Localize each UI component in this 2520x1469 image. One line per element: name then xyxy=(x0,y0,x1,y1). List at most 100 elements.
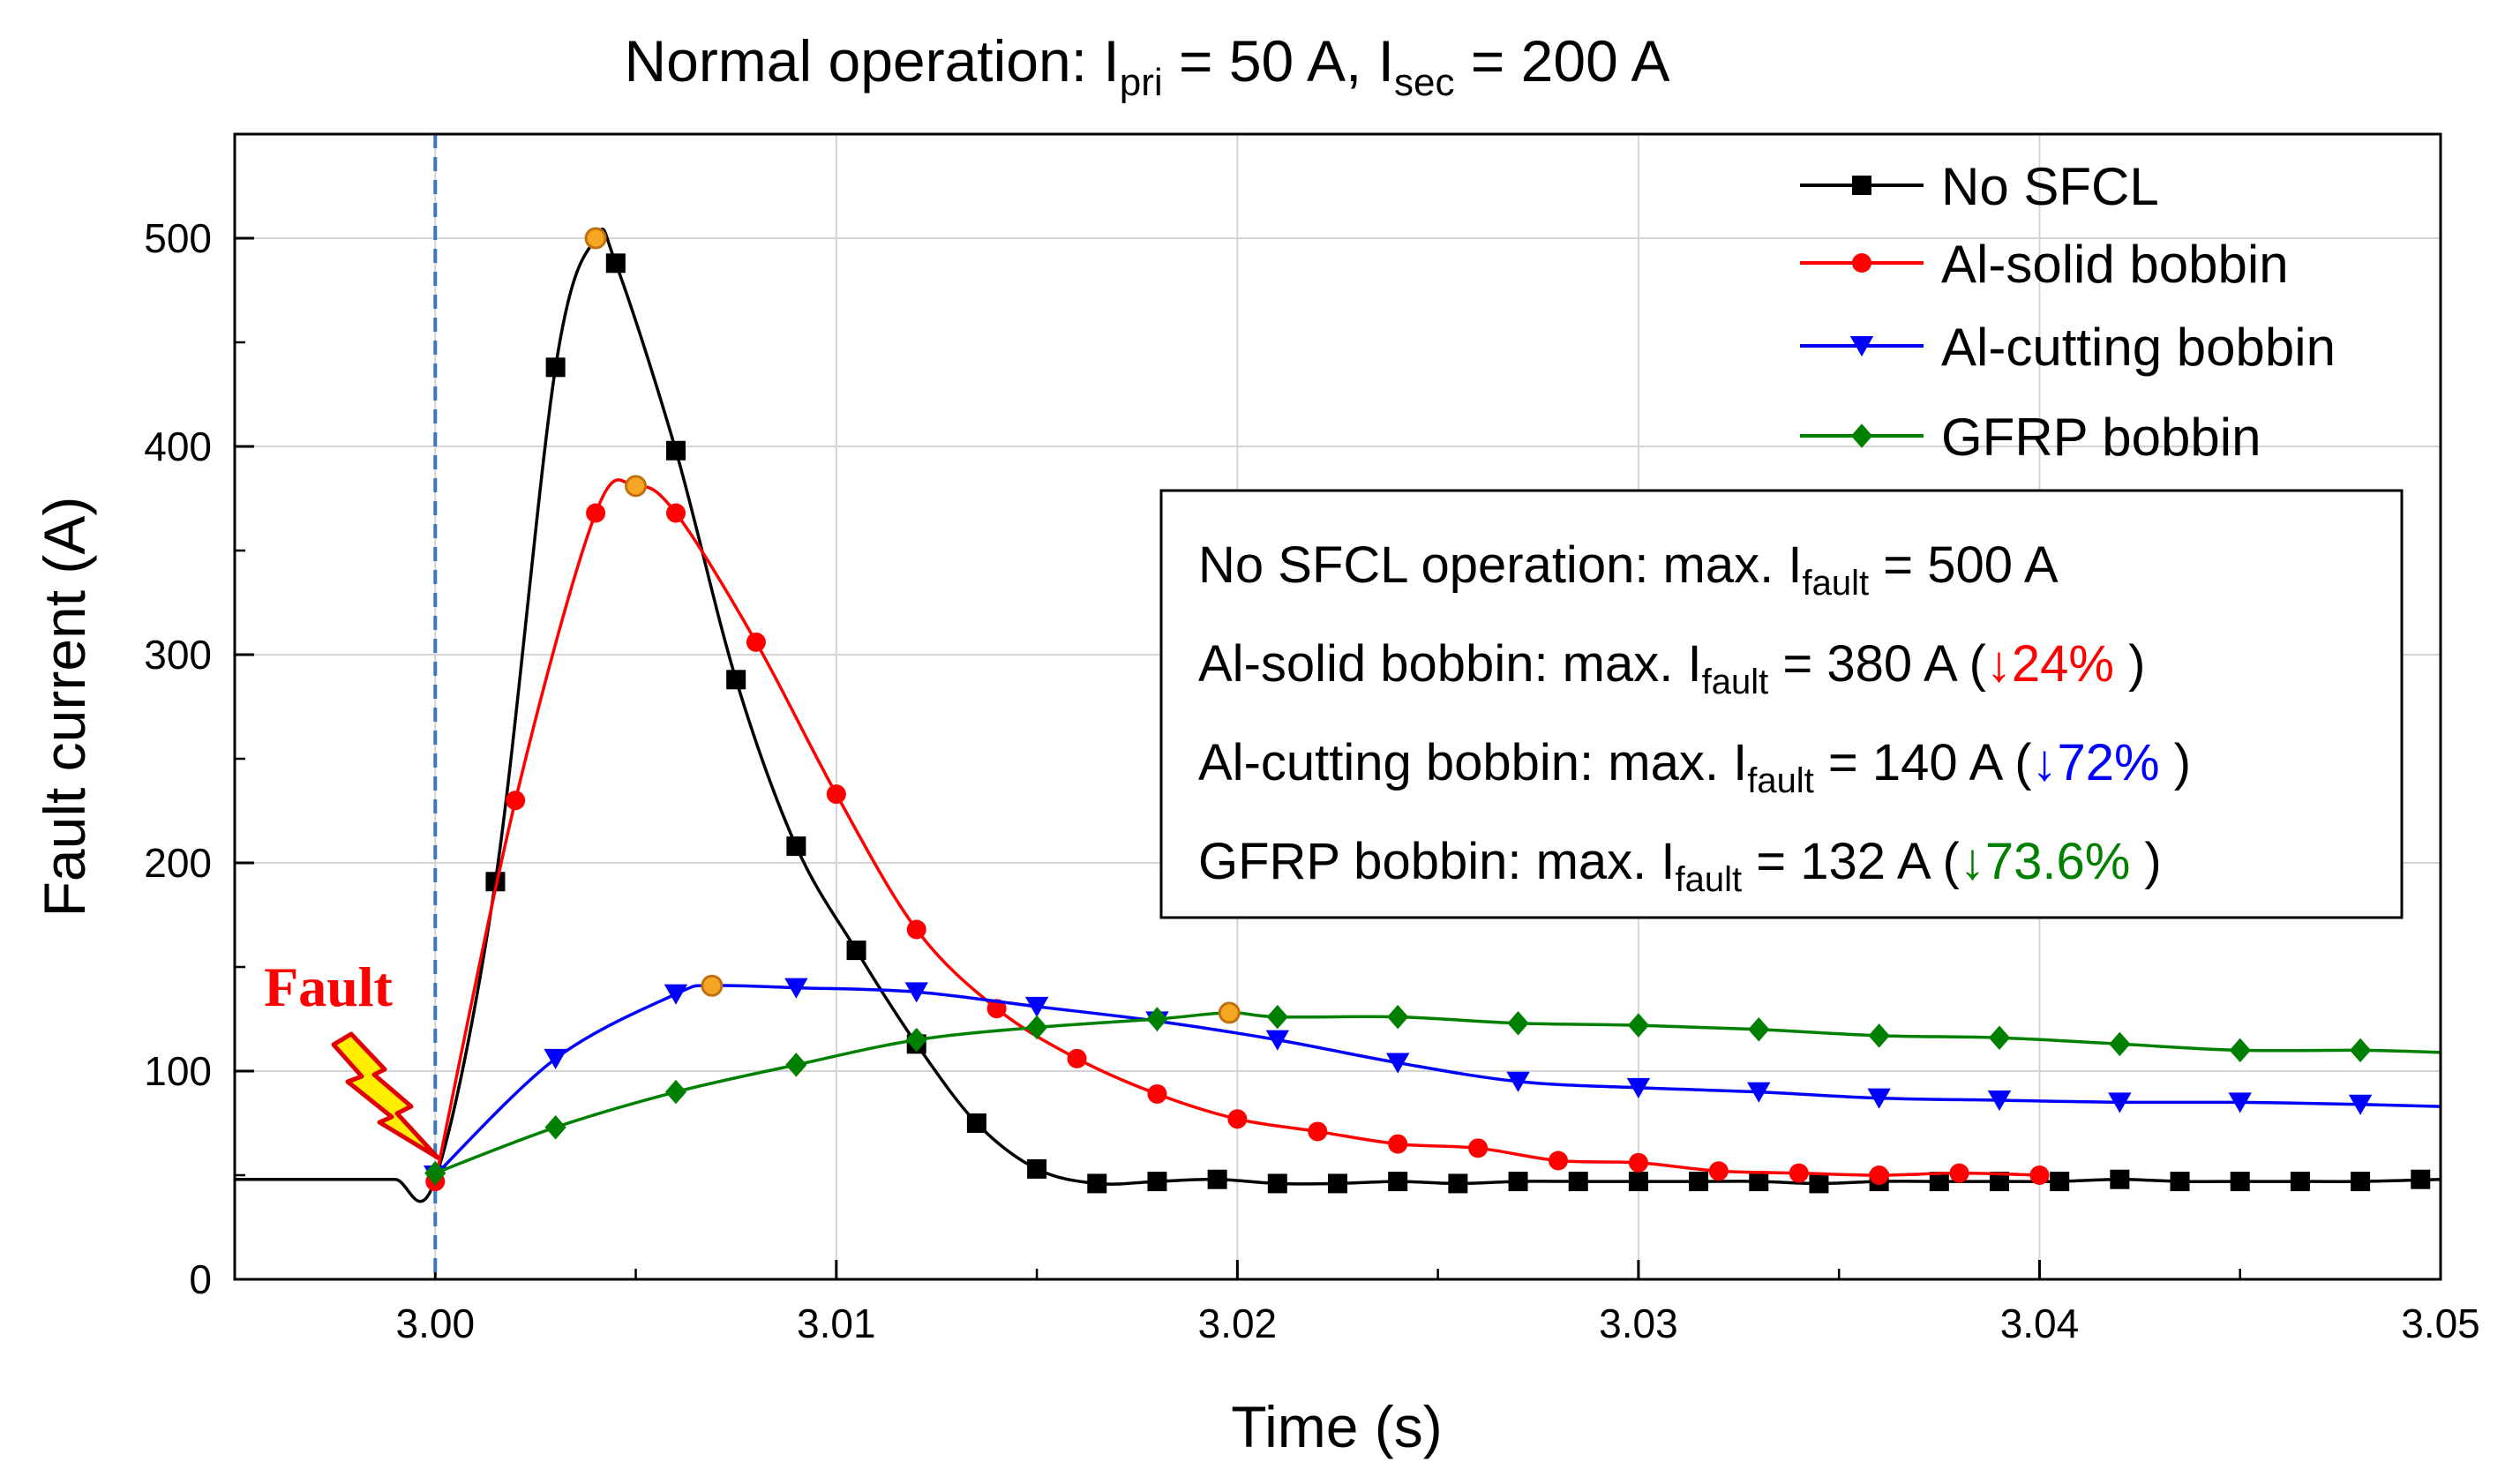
annotation-line: No SFCL operation: max. Ifault = 500 A xyxy=(1198,536,2059,603)
data-point-al-cutting-bobbin xyxy=(1867,1088,1891,1109)
data-point-no-sfcl xyxy=(726,670,746,690)
annotation-sub: fault xyxy=(1747,761,1814,800)
annotation-value: = 500 A xyxy=(1869,536,2059,594)
legend-marker xyxy=(1852,253,1871,273)
annotation-sub: fault xyxy=(1676,860,1743,899)
x-tick-label: 3.02 xyxy=(1198,1300,1278,1346)
data-point-no-sfcl xyxy=(786,836,806,857)
title-mid: = 50 A, I xyxy=(1163,28,1394,94)
x-tick-label: 3.00 xyxy=(396,1300,476,1346)
series-lines xyxy=(235,227,2441,1203)
legend-item-gfrp-bobbin: GFRP bobbin xyxy=(1800,408,2261,467)
data-point-al-solid-bobbin xyxy=(1147,1083,1167,1104)
data-point-gfrp-bobbin xyxy=(1748,1017,1770,1042)
data-point-gfrp-bobbin xyxy=(905,1027,927,1053)
data-point-al-cutting-bobbin xyxy=(2108,1092,2132,1113)
fault-label: Fault xyxy=(264,956,393,1018)
data-point-gfrp-bobbin xyxy=(1507,1010,1529,1036)
data-point-al-solid-bobbin xyxy=(1789,1163,1809,1183)
data-point-no-sfcl xyxy=(1448,1173,1468,1194)
peak-marker-al-solid-bobbin xyxy=(625,475,648,498)
data-point-no-sfcl xyxy=(2050,1172,2070,1192)
data-point-al-cutting-bobbin xyxy=(784,978,808,999)
y-axis-label: Fault current (A) xyxy=(32,497,97,918)
data-point-no-sfcl xyxy=(1267,1173,1287,1194)
annotation-value: = 140 A ( xyxy=(1814,734,2032,791)
legend-item-no-sfcl: No SFCL xyxy=(1800,157,2159,216)
annotation-text: Al-cutting bobbin: max. I xyxy=(1198,734,1747,791)
data-point-no-sfcl xyxy=(1568,1172,1588,1192)
data-point-no-sfcl xyxy=(485,872,506,892)
annotation-text: Al-solid bobbin: max. I xyxy=(1198,635,1702,693)
data-point-al-solid-bobbin xyxy=(1308,1121,1328,1142)
data-point-gfrp-bobbin xyxy=(1025,1015,1048,1040)
data-point-no-sfcl xyxy=(2290,1172,2310,1192)
title-prefix: Normal operation: I xyxy=(624,28,1119,94)
data-point-no-sfcl xyxy=(1749,1172,1769,1192)
annotation-close: ) xyxy=(2160,734,2191,791)
series-no-sfcl xyxy=(235,227,2441,1203)
y-tick-label: 200 xyxy=(144,840,212,886)
data-point-al-cutting-bobbin xyxy=(1024,996,1049,1017)
data-point-al-solid-bobbin xyxy=(1388,1134,1408,1154)
annotation-line: GFRP bobbin: max. Ifault = 132 A (↓73.6%… xyxy=(1198,833,2162,899)
data-point-no-sfcl xyxy=(545,357,566,378)
legend-marker xyxy=(1852,176,1871,195)
data-point-no-sfcl xyxy=(2230,1172,2250,1192)
data-point-gfrp-bobbin xyxy=(2349,1038,2372,1063)
data-point-no-sfcl xyxy=(605,253,626,274)
data-point-gfrp-bobbin xyxy=(1627,1013,1650,1038)
data-point-al-cutting-bobbin xyxy=(2228,1092,2252,1113)
data-point-al-cutting-bobbin xyxy=(1747,1082,1771,1103)
data-point-no-sfcl xyxy=(1147,1172,1167,1192)
data-point-gfrp-bobbin xyxy=(664,1079,687,1105)
legend-item-al-cutting-bobbin: Al-cutting bobbin xyxy=(1800,318,2336,377)
y-tick-label: 300 xyxy=(144,632,212,678)
data-point-no-sfcl xyxy=(2170,1172,2190,1192)
data-point-al-cutting-bobbin xyxy=(1626,1077,1651,1098)
data-point-al-solid-bobbin xyxy=(986,999,1007,1019)
data-point-al-solid-bobbin xyxy=(1708,1161,1729,1181)
data-point-gfrp-bobbin xyxy=(2109,1031,2131,1057)
annotation-percent: ↓73.6% xyxy=(1960,833,2130,890)
data-point-no-sfcl xyxy=(1388,1172,1408,1192)
lightning-bolt-icon xyxy=(331,1031,440,1160)
data-point-al-solid-bobbin xyxy=(2029,1165,2050,1185)
data-point-gfrp-bobbin xyxy=(1146,1007,1168,1031)
legend-marker xyxy=(1849,336,1874,357)
series-al-solid-bobbin xyxy=(425,478,2050,1192)
data-point-gfrp-bobbin xyxy=(1868,1023,1890,1048)
data-point-no-sfcl xyxy=(1628,1172,1648,1192)
annotation-line: Al-cutting bobbin: max. Ifault = 140 A (… xyxy=(1198,734,2191,800)
data-point-no-sfcl xyxy=(2411,1169,2431,1189)
annotation-lines: No SFCL operation: max. Ifault = 500 AAl… xyxy=(1198,536,2191,899)
plot-frame xyxy=(233,132,2442,1281)
legend: No SFCL Al-solid bobbin Al-cutting bobbin G… xyxy=(1800,157,2336,467)
data-point-no-sfcl xyxy=(2351,1172,2371,1192)
annotation-percent: ↓24% xyxy=(1986,635,2114,693)
x-axis-label: Time (s) xyxy=(1231,1394,1443,1459)
annotation-text: No SFCL operation: max. I xyxy=(1198,536,1802,594)
data-point-no-sfcl xyxy=(1207,1169,1227,1189)
legend-marker xyxy=(1850,423,1873,448)
fault-indicator xyxy=(331,134,440,1279)
legend-label: Al-solid bobbin xyxy=(1941,235,2289,294)
data-point-al-solid-bobbin xyxy=(666,503,686,523)
annotation-close: ) xyxy=(2130,833,2161,890)
peak-marker-gfrp-bobbin xyxy=(1218,1001,1241,1024)
data-point-al-solid-bobbin xyxy=(746,632,766,652)
data-point-no-sfcl xyxy=(1929,1172,1949,1192)
peak-marker-al-cutting-bobbin xyxy=(701,974,724,997)
data-point-gfrp-bobbin xyxy=(424,1160,446,1186)
data-point-al-cutting-bobbin xyxy=(664,984,688,1005)
annotation-value: = 132 A ( xyxy=(1742,833,1960,890)
data-point-no-sfcl xyxy=(1990,1172,2009,1192)
annotation-value: = 380 A ( xyxy=(1768,635,1986,693)
legend-label: No SFCL xyxy=(1941,157,2159,216)
data-point-gfrp-bobbin xyxy=(544,1114,566,1140)
data-point-no-sfcl xyxy=(1809,1173,1829,1194)
annotation-box xyxy=(1159,489,2404,919)
data-point-al-solid-bobbin xyxy=(506,791,526,811)
